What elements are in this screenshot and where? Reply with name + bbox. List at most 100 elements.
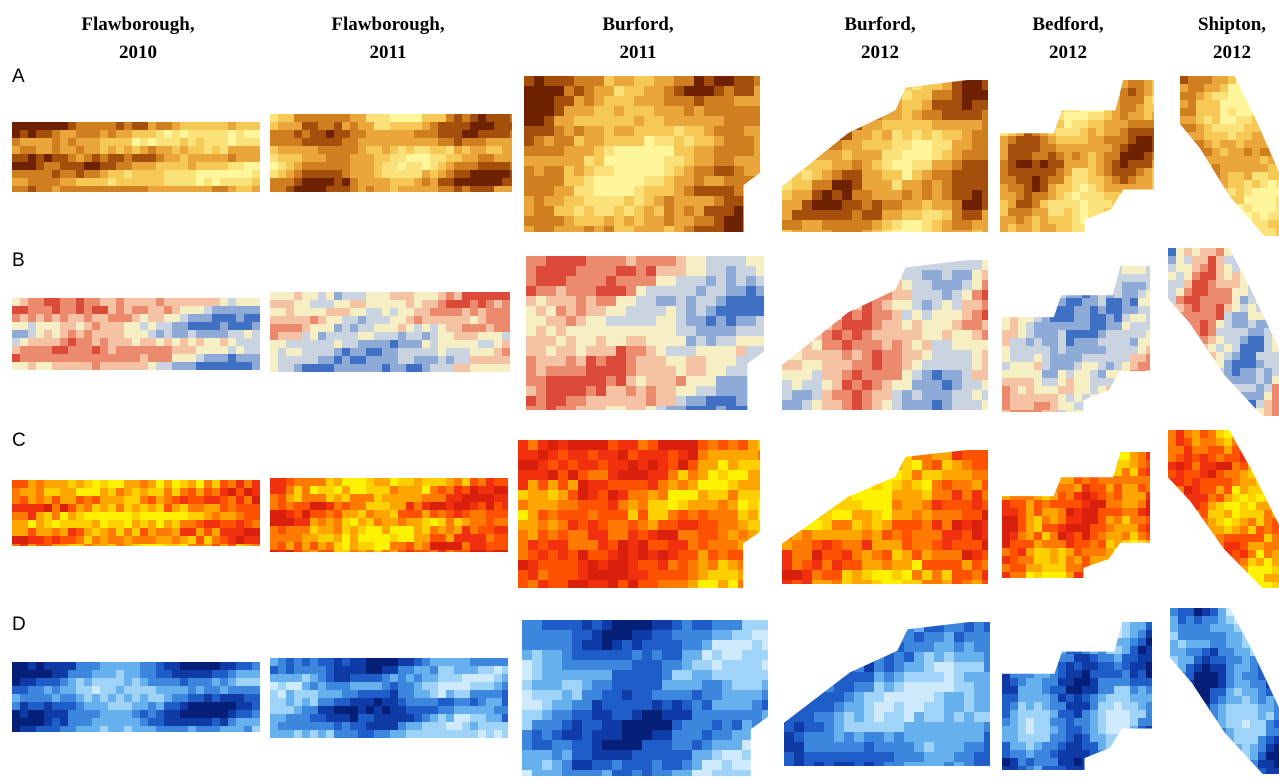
map-cell	[406, 518, 415, 527]
map-cell	[108, 154, 117, 163]
map-cell	[892, 260, 903, 271]
map-cell	[644, 86, 655, 97]
map-cell	[668, 450, 679, 461]
map-cell	[1090, 298, 1099, 307]
map-cell	[1050, 314, 1059, 323]
map-cell	[494, 348, 503, 357]
map-cell	[196, 186, 205, 195]
map-cell	[1002, 386, 1011, 395]
map-cell	[454, 550, 463, 559]
map-cell	[558, 460, 569, 471]
map-cell	[462, 146, 471, 155]
map-cell	[1224, 272, 1233, 281]
map-cell	[148, 504, 157, 513]
map-cell	[92, 480, 101, 489]
map-cell	[180, 314, 189, 323]
map-cell	[758, 460, 769, 471]
map-cell	[358, 526, 367, 535]
map-cell	[726, 306, 737, 317]
map-cell	[84, 170, 93, 179]
map-cell	[728, 450, 739, 461]
map-cell	[124, 544, 133, 553]
map-cell	[1008, 224, 1017, 233]
map-cell	[912, 380, 923, 391]
map-cell	[644, 146, 655, 157]
map-cell	[60, 186, 69, 195]
map-cell	[1058, 402, 1067, 411]
map-cell	[390, 162, 399, 171]
map-cell	[548, 440, 559, 451]
map-cell	[822, 500, 833, 511]
map-cell	[1220, 116, 1229, 125]
map-cell	[832, 110, 843, 121]
map-cell	[782, 320, 793, 331]
map-cell	[696, 406, 707, 417]
map-cell	[842, 280, 853, 291]
map-cell	[718, 550, 729, 561]
map-cell	[1010, 306, 1019, 315]
map-cell	[812, 480, 823, 491]
map-cell	[486, 534, 495, 543]
map-cell	[278, 130, 287, 139]
map-cell	[782, 470, 793, 481]
map-cell	[1256, 304, 1265, 313]
map-cell	[556, 276, 567, 287]
map-cell	[902, 180, 913, 191]
map-cell	[536, 386, 547, 397]
map-cell	[526, 256, 537, 267]
map-cell	[1136, 192, 1145, 201]
map-cell	[1026, 378, 1035, 387]
map-cell	[566, 256, 577, 267]
map-cell	[1260, 92, 1269, 101]
map-cell	[668, 490, 679, 501]
map-cell	[1042, 266, 1051, 275]
map-cell	[1176, 392, 1185, 401]
map-cell	[528, 550, 539, 561]
map-cell	[546, 366, 557, 377]
map-cell	[1074, 402, 1083, 411]
map-cell	[382, 494, 391, 503]
map-cell	[628, 510, 639, 521]
map-cell	[318, 534, 327, 543]
map-cell	[1098, 330, 1107, 339]
map-cell	[922, 120, 933, 131]
map-cell	[708, 580, 719, 591]
map-cell	[634, 196, 645, 207]
map-cell	[446, 494, 455, 503]
map-cell	[132, 146, 141, 155]
map-cell	[538, 510, 549, 521]
map-cell	[116, 138, 125, 147]
map-cell	[614, 216, 625, 227]
map-cell	[196, 544, 205, 553]
map-cell	[1144, 152, 1153, 161]
map-cell	[92, 362, 101, 371]
map-cell	[252, 146, 261, 155]
map-cell	[44, 528, 53, 537]
map-cell	[430, 292, 439, 301]
map-cell	[676, 366, 687, 377]
map-cell	[708, 480, 719, 491]
map-cell	[1058, 378, 1067, 387]
map-cell	[822, 400, 833, 411]
map-cell	[108, 306, 117, 315]
map-cell	[756, 376, 767, 387]
map-cell	[68, 314, 77, 323]
map-cell	[60, 496, 69, 505]
map-cell	[594, 226, 605, 237]
map-cell	[1216, 344, 1225, 353]
map-cell	[1212, 100, 1221, 109]
map-cell	[92, 520, 101, 529]
map-cell	[546, 346, 557, 357]
map-cell	[922, 270, 933, 281]
map-cell	[912, 400, 923, 411]
map-cell	[52, 130, 61, 139]
map-cell	[1088, 192, 1097, 201]
map-cell	[912, 110, 923, 121]
map-cell	[628, 470, 639, 481]
map-cell	[228, 480, 237, 489]
map-cell	[1272, 288, 1279, 297]
map-cell	[44, 480, 53, 489]
map-cell	[1016, 192, 1025, 201]
map-cell	[738, 480, 749, 491]
map-cell	[636, 336, 647, 347]
